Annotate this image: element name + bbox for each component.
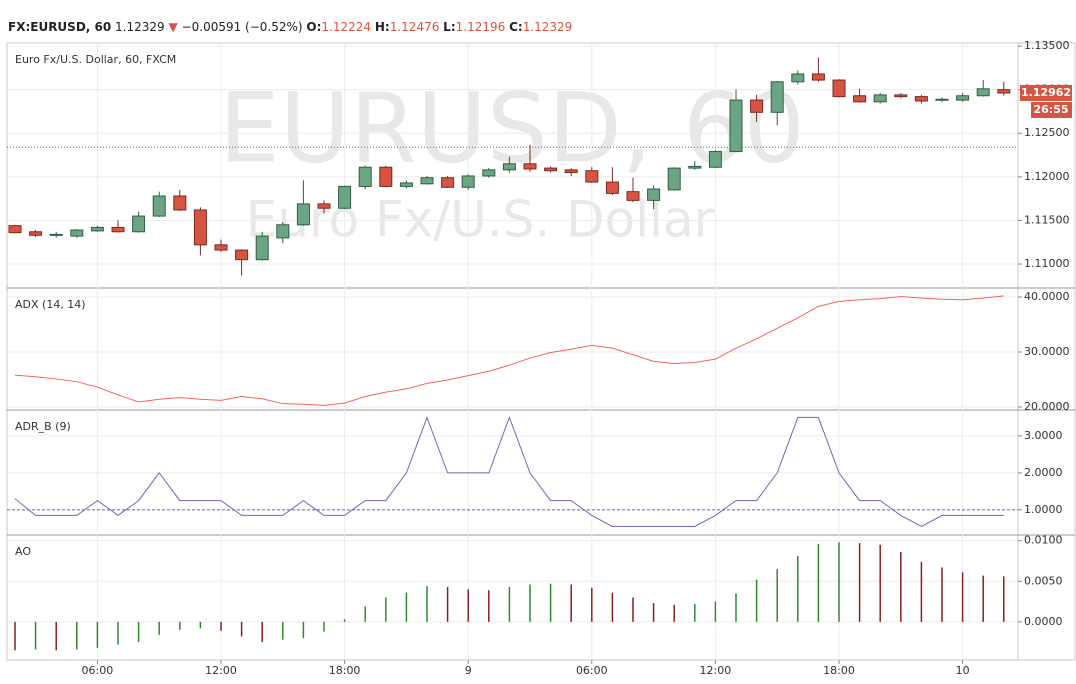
candle-body — [482, 169, 496, 177]
y-tick-label: 1.13500 — [1024, 39, 1070, 52]
candle-body — [338, 185, 352, 209]
last-price-label: 1.12962 — [1021, 86, 1071, 99]
candle-body — [832, 79, 846, 98]
candle-body — [276, 224, 290, 239]
candle-body — [441, 177, 455, 188]
candle-body — [997, 89, 1011, 94]
candle-body — [770, 81, 784, 113]
countdown: 26:55 — [1033, 103, 1068, 116]
x-tick-label: 06:00 — [576, 664, 608, 677]
series-line — [14, 415, 1004, 528]
candle-body — [193, 209, 207, 246]
candle-body — [29, 231, 43, 236]
candle-body — [152, 195, 166, 217]
x-tick-label: 9 — [465, 664, 472, 677]
pane-title: ADR_B (9) — [15, 420, 71, 433]
series-line — [14, 295, 1004, 406]
high-label: H: — [374, 20, 390, 34]
x-tick-label: 12:00 — [700, 664, 732, 677]
symbol: FX:EURUSD, 60 — [8, 20, 112, 34]
candle-body — [935, 98, 949, 101]
candle-body — [605, 181, 619, 194]
candle-body — [647, 188, 661, 201]
close-label: C: — [509, 20, 523, 34]
x-tick-label: 18:00 — [823, 664, 855, 677]
candle-body — [379, 166, 393, 187]
candle-body — [729, 99, 743, 153]
candle-body — [544, 167, 558, 172]
candle-body — [132, 215, 146, 233]
candle-body — [173, 195, 187, 211]
candle-body — [667, 167, 681, 191]
candle-body — [750, 99, 764, 113]
y-tick-label: 0.0000 — [1024, 615, 1063, 628]
countdown-box — [1031, 101, 1072, 118]
y-tick-label: 1.0000 — [1024, 503, 1063, 516]
watermark-subtitle: Euro Fx/U.S. Dollar — [246, 191, 715, 249]
candle-body — [626, 191, 640, 201]
candle-body — [523, 163, 537, 170]
candle-body — [956, 95, 970, 101]
change: −0.00591 (−0.52%) — [181, 20, 303, 34]
arrow: ▼ — [168, 20, 178, 34]
candle-body — [688, 165, 702, 169]
candle-body — [853, 95, 867, 103]
high: 1.12476 — [389, 20, 440, 34]
y-tick-label: 20.0000 — [1024, 400, 1070, 413]
last-price: 1.12329 — [115, 20, 165, 34]
candle-body — [8, 225, 22, 234]
open: 1.12224 — [321, 20, 372, 34]
y-tick-label: 1.12500 — [1024, 126, 1070, 139]
low-label: L: — [443, 20, 456, 34]
y-tick-label: 0.0100 — [1024, 534, 1063, 547]
candle-body — [791, 73, 805, 83]
candle-body — [317, 203, 331, 209]
y-tick-label: 40.0000 — [1024, 290, 1070, 303]
last-price-box — [1020, 84, 1072, 101]
candle-body — [585, 170, 599, 183]
x-tick-label: 12:00 — [205, 664, 237, 677]
candle-body — [811, 73, 825, 81]
y-tick-label: 2.0000 — [1024, 466, 1063, 479]
candle-body — [399, 182, 413, 187]
low: 1.12196 — [455, 20, 506, 34]
candle-body — [976, 88, 990, 97]
candle-body — [914, 96, 928, 102]
y-tick-label: 30.0000 — [1024, 345, 1070, 358]
pane-title: Euro Fx/U.S. Dollar, 60, FXCM — [15, 53, 176, 66]
y-tick-label: 1.12000 — [1024, 170, 1070, 183]
candle-body — [255, 235, 269, 261]
candle-body — [70, 229, 84, 237]
y-tick-label: 1.11000 — [1024, 257, 1070, 270]
candle-body — [49, 233, 63, 236]
candle-body — [90, 226, 104, 232]
x-tick-label: 10 — [956, 664, 970, 677]
x-tick-label: 06:00 — [82, 664, 114, 677]
y-tick-label: 3.0000 — [1024, 429, 1063, 442]
candle-body — [111, 226, 125, 233]
candle-body — [502, 163, 516, 171]
y-tick-label: 0.0050 — [1024, 574, 1063, 587]
header: FX:EURUSD, 60 1.12329 ▼ −0.00591 (−0.52%… — [8, 20, 572, 34]
pane-title: ADX (14, 14) — [15, 298, 86, 311]
candle-body — [564, 169, 578, 173]
y-tick-label: 1.11500 — [1024, 213, 1070, 226]
candle-body — [296, 203, 310, 226]
candle-body — [358, 166, 372, 187]
candle-body — [461, 175, 475, 188]
candle-body — [894, 94, 908, 98]
candle-body — [873, 94, 887, 103]
candle-body — [708, 151, 722, 168]
candle-body — [214, 244, 228, 251]
open-label: O: — [306, 20, 322, 34]
pane-title: AO — [15, 545, 31, 558]
candle-body — [420, 177, 434, 185]
candle-body — [235, 249, 249, 261]
close: 1.12329 — [522, 20, 573, 34]
x-tick-label: 18:00 — [329, 664, 361, 677]
